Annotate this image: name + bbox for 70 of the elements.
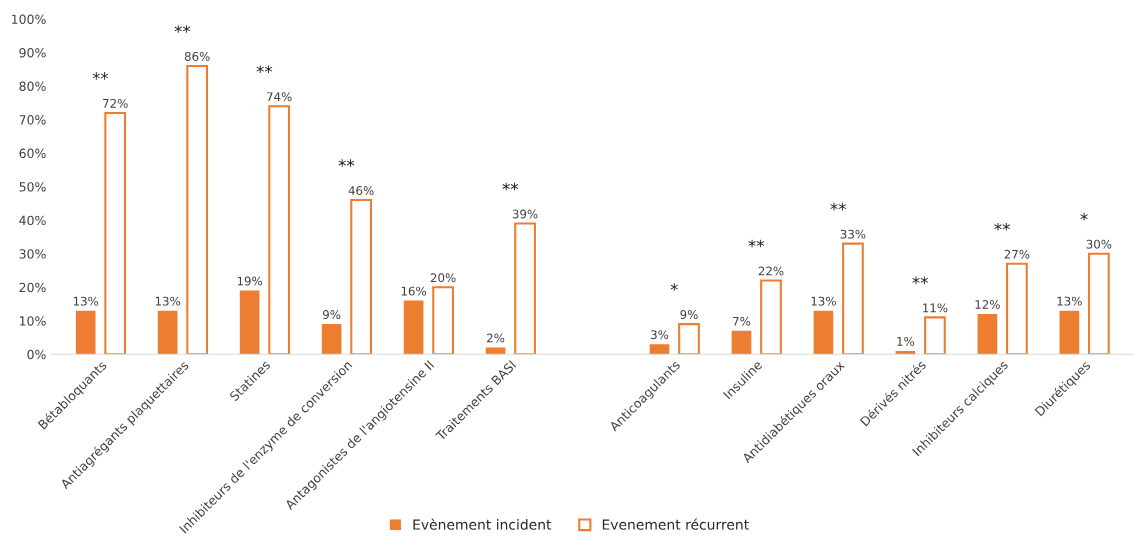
- bar: [649, 344, 670, 355]
- data-label: 13%: [73, 296, 99, 306]
- data-label: 39%: [512, 209, 538, 219]
- bar: [924, 316, 946, 355]
- data-label: 19%: [237, 276, 263, 286]
- bar: [350, 199, 372, 355]
- data-label: 20%: [430, 273, 456, 283]
- annotation: **: [830, 202, 847, 211]
- y-tick-label: 30%: [19, 249, 46, 259]
- legend-label: Evènement incident: [413, 518, 552, 530]
- bar: [731, 330, 752, 355]
- data-label: 13%: [811, 296, 836, 306]
- annotation: **: [256, 65, 273, 73]
- bar: [1006, 262, 1028, 355]
- y-tick-label: 10%: [19, 316, 46, 326]
- bar: [977, 314, 998, 355]
- data-label: 30%: [1086, 239, 1112, 249]
- bar: [760, 279, 782, 355]
- y-tick-label: 80%: [19, 81, 46, 92]
- annotation: *: [670, 283, 678, 291]
- data-label: 72%: [103, 98, 128, 108]
- data-label: 11%: [923, 303, 948, 313]
- data-label: 12%: [975, 300, 1000, 309]
- bar: [75, 310, 96, 355]
- y-tick-label: 90%: [19, 48, 46, 58]
- y-tick-label: 40%: [19, 215, 46, 226]
- bar: [268, 105, 291, 355]
- bar: [104, 111, 127, 355]
- annotation: **: [338, 159, 355, 167]
- y-tick-label: 0%: [27, 349, 46, 360]
- bar: [813, 310, 834, 355]
- bar: [239, 290, 260, 355]
- data-label: 9%: [322, 310, 341, 320]
- bar: [514, 222, 536, 355]
- y-tick-label: 100%: [12, 14, 46, 24]
- data-label: 13%: [155, 296, 181, 306]
- data-label: 1%: [897, 336, 915, 346]
- y-tick-label: 60%: [19, 148, 46, 159]
- data-label: 46%: [348, 186, 374, 195]
- data-label: 2%: [487, 333, 505, 343]
- annotation: **: [174, 25, 191, 33]
- annotation: **: [92, 72, 109, 80]
- y-tick-label: 50%: [19, 182, 46, 192]
- bar: [432, 286, 454, 355]
- annotation: *: [1080, 212, 1088, 221]
- data-label: 27%: [1004, 249, 1030, 259]
- data-label: 33%: [840, 229, 866, 239]
- bar: [678, 323, 700, 355]
- data-label: 13%: [1057, 296, 1082, 306]
- data-label: 9%: [680, 310, 698, 320]
- bar: [403, 300, 424, 355]
- annotation: **: [748, 239, 765, 248]
- annotation: **: [502, 182, 519, 191]
- bar: [1059, 310, 1080, 355]
- data-label: 3%: [651, 330, 669, 340]
- data-label: 16%: [401, 286, 427, 296]
- legend-label: Evenement récurrent: [602, 518, 749, 530]
- data-label: 86%: [184, 52, 210, 61]
- bar: [186, 64, 209, 355]
- annotation: **: [994, 222, 1010, 231]
- y-tick-label: 20%: [19, 282, 46, 293]
- bar: [157, 310, 178, 355]
- bar: [1088, 252, 1110, 355]
- y-tick-label: 70%: [19, 115, 46, 125]
- data-label: 22%: [758, 266, 784, 276]
- annotation: **: [912, 276, 929, 285]
- data-label: 74%: [266, 92, 292, 102]
- data-label: 7%: [733, 316, 751, 326]
- bar: [842, 242, 864, 355]
- bar: [321, 324, 342, 355]
